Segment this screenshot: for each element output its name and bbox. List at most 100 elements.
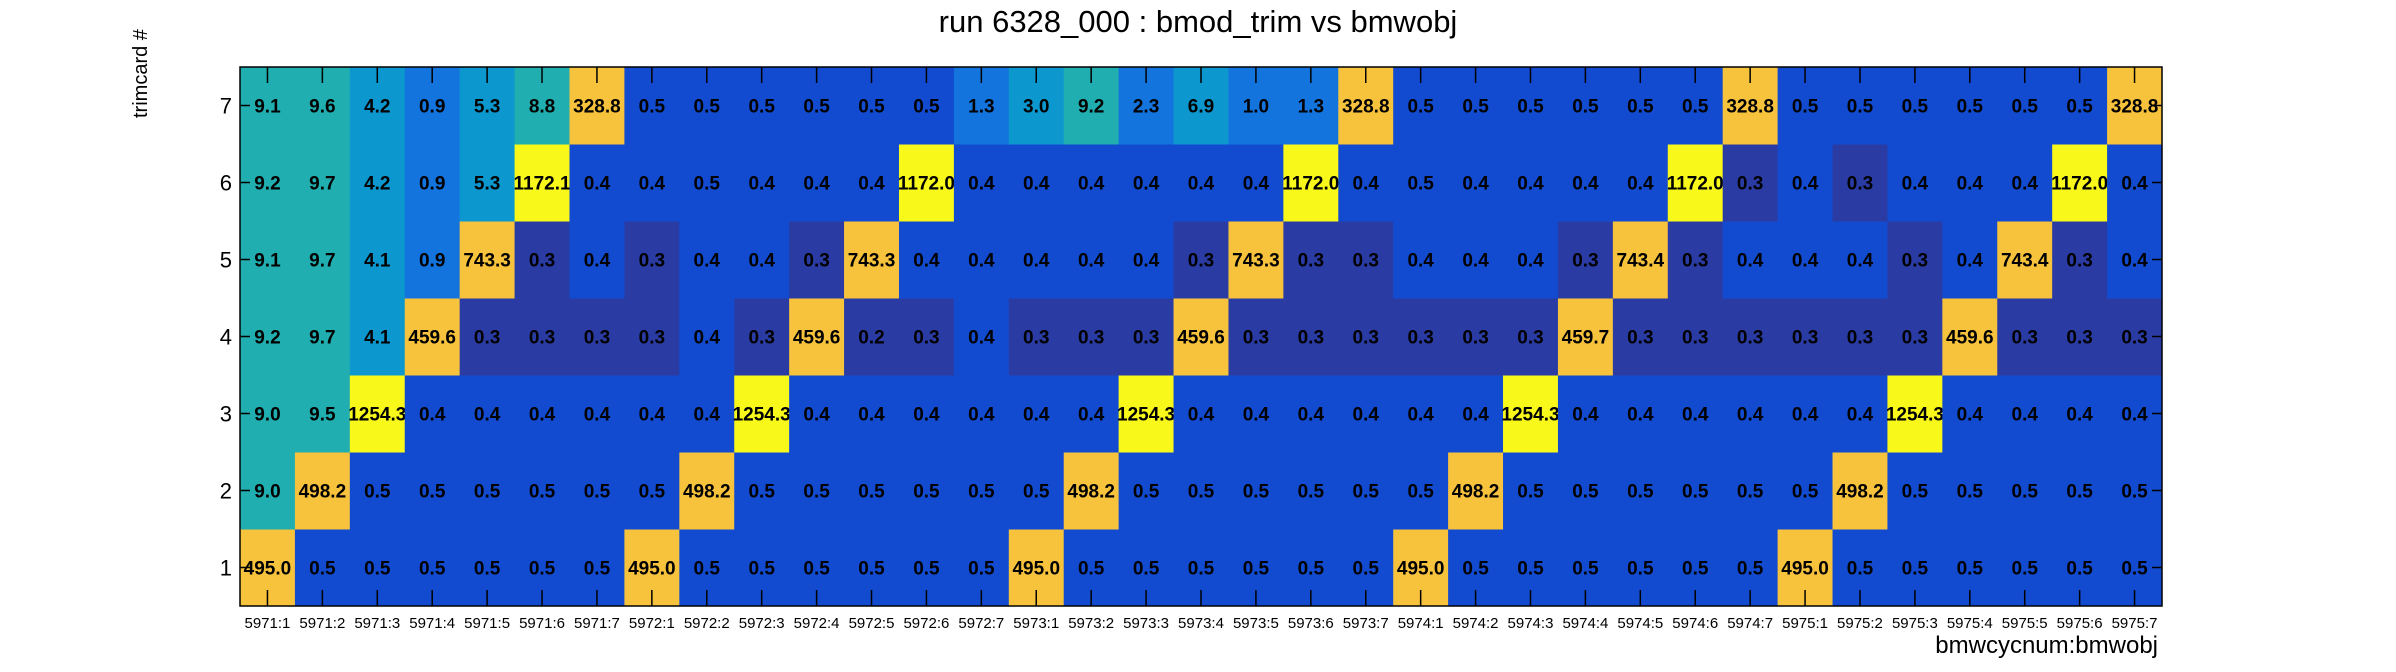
cell-value-label: 0.4 [1023,251,1050,272]
heatmap-cell [1228,298,1284,376]
heatmap-cell [734,221,790,299]
cell-value-label: 0.5 [1682,97,1709,118]
cell-value-label: 4.1 [364,251,391,272]
cell-value-label: 0.3 [1133,328,1159,349]
cell-value-label: 9.2 [254,174,280,195]
cell-value-label: 0.9 [419,97,445,118]
cell-value-label: 0.4 [1078,251,1105,272]
x-tick-label: 5971:4 [409,615,455,632]
cell-value-label: 0.5 [1133,559,1160,580]
cell-value-label: 0.5 [1572,97,1599,118]
heatmap-cell [514,375,570,453]
cell-value-label: 0.5 [1243,559,1270,580]
heatmap-cell [1612,375,1669,453]
cell-value-label: 0.4 [968,405,995,426]
cell-value-label: 0.5 [1902,559,1929,580]
heatmap-cell [1777,298,1834,376]
heatmap-cell [1063,298,1120,376]
heatmap-cell [898,375,955,453]
heatmap-cell [1063,221,1120,299]
cell-value-label: 0.5 [1957,97,1984,118]
heatmap-cell [349,452,406,530]
cell-value-label: 328.8 [1342,97,1390,118]
cell-value-label: 0.5 [694,97,721,118]
cell-value-label: 328.8 [1726,97,1774,118]
cell-value-label: 0.9 [419,251,445,272]
heatmap-cell [1338,221,1394,299]
heatmap-cell [734,375,790,453]
cell-value-label: 0.5 [1407,482,1434,503]
cell-value-label: 0.5 [968,482,995,503]
heatmap-cell [349,144,406,222]
cell-value-label: 0.4 [1023,174,1050,195]
cell-value-label: 9.5 [309,405,336,426]
heatmap-cell [569,221,625,299]
cell-value-label: 0.5 [2066,482,2093,503]
heatmap-cell [624,452,680,530]
heatmap-cell [459,298,516,376]
cell-value-label: 0.5 [419,482,446,503]
heatmap-cell [294,221,351,299]
heatmap-cell [679,452,735,530]
heatmap-cell [1338,144,1394,222]
cell-value-label: 0.4 [1407,251,1434,272]
cell-value-label: 0.5 [1957,482,1984,503]
cell-value-label: 0.5 [1572,482,1599,503]
heatmap-cell [1063,452,1120,530]
x-tick-label: 5974:3 [1508,615,1554,632]
cell-value-label: 0.3 [1188,251,1214,272]
cell-value-label: 0.5 [584,482,611,503]
cell-value-label: 495.0 [628,559,676,580]
cell-value-label: 0.4 [1462,174,1489,195]
cell-value-label: 0.3 [1462,328,1488,349]
y-axis-label: trimcard # [130,29,152,118]
heatmap-cell [404,452,461,530]
cell-value-label: 0.4 [474,405,501,426]
cell-value-label: 0.4 [2121,174,2148,195]
cell-value-label: 0.5 [2066,97,2093,118]
cell-value-label: 0.4 [1792,251,1819,272]
cell-value-label: 0.5 [639,482,666,503]
heatmap-cell [1777,375,1834,453]
cell-value-label: 498.2 [683,482,731,503]
heatmap-cell [734,452,790,530]
cell-value-label: 0.3 [1847,174,1873,195]
heatmap-cell [953,298,1010,376]
heatmap-cell [459,144,516,222]
heatmap-cell [459,375,516,453]
cell-value-label: 0.4 [803,405,830,426]
cell-value-label: 0.3 [803,251,829,272]
heatmap-cell [1503,221,1559,299]
heatmap-cell [1063,144,1120,222]
heatmap-cell [1393,221,1449,299]
heatmap-cell [1228,452,1284,530]
heatmap-cell [1448,375,1504,453]
heatmap-cell [514,144,570,222]
cell-value-label: 0.5 [913,482,940,503]
cell-value-label: 1172.0 [1667,174,1724,195]
heatmap-cell [1997,144,2053,222]
heatmap-cell [1832,221,1888,299]
cell-value-label: 1254.3 [733,405,791,426]
cell-value-label: 0.5 [694,174,721,195]
heatmap-cell [1338,298,1394,376]
cell-value-label: 0.4 [1353,174,1380,195]
cell-value-label: 0.5 [529,559,556,580]
cell-value-label: 0.3 [748,328,774,349]
cell-value-label: 459.7 [1562,328,1610,349]
cell-value-label: 0.4 [1078,174,1105,195]
cell-value-label: 0.4 [1298,405,1325,426]
heatmap-cell [1832,298,1888,376]
heatmap-cell [349,298,406,376]
heatmap-cell [1173,375,1229,453]
y-tick-label: 7 [220,94,232,119]
x-tick-label: 5975:6 [2057,615,2103,632]
cell-value-label: 0.5 [419,559,446,580]
cell-value-label: 0.5 [2012,482,2039,503]
heatmap-cell [624,298,680,376]
cell-value-label: 0.3 [1682,251,1708,272]
cell-value-label: 0.4 [1627,405,1654,426]
heatmap-cell [1173,452,1229,530]
heatmap-cell [679,144,735,222]
heatmap-cell [1118,452,1175,530]
